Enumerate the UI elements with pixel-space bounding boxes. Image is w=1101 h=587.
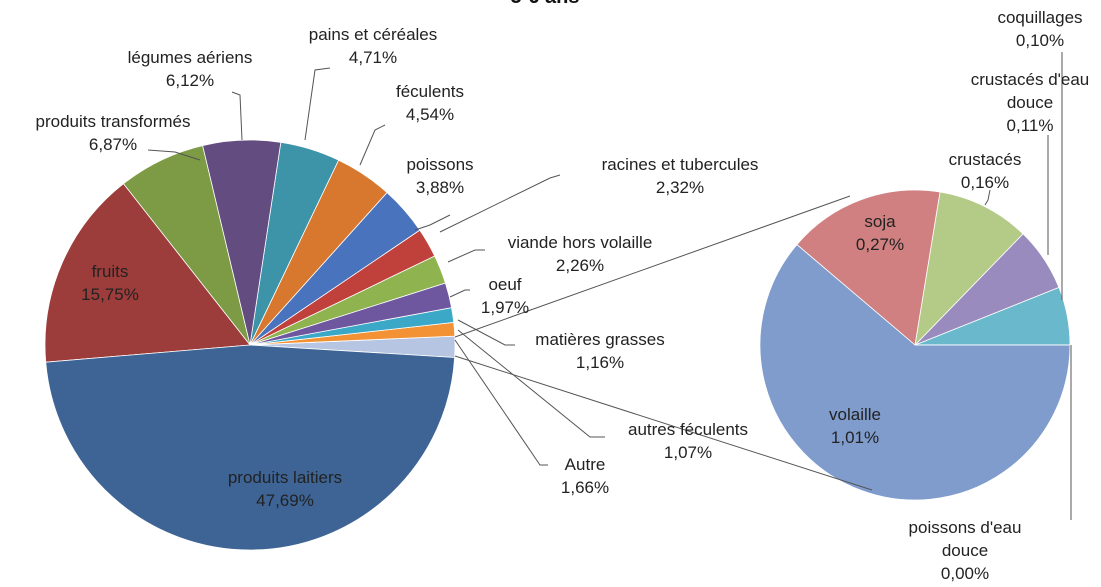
- category-label: fruits: [91, 262, 129, 281]
- data-label: soja 0,27%: [856, 210, 904, 256]
- connector-line: [454, 355, 873, 491]
- category-label: oeuf: [488, 275, 522, 294]
- category-label: volaille: [829, 405, 881, 424]
- data-label: crustacés 0,16%: [949, 148, 1022, 194]
- value-label: 0,11%: [1006, 116, 1054, 135]
- data-label: produits laitiers 47,69%: [228, 466, 342, 512]
- value-label: 15,75%: [81, 285, 139, 304]
- value-label: 6,12%: [165, 71, 215, 90]
- category-label: autres féculents: [627, 420, 749, 439]
- data-label: autres féculents 1,07%: [628, 418, 748, 464]
- category-label: féculents: [395, 82, 465, 101]
- value-label: 0,10%: [1015, 31, 1065, 50]
- data-label: poissons 3,88%: [406, 153, 473, 199]
- leader-line: [147, 149, 201, 161]
- pie-slice: [45, 344, 456, 551]
- data-label: viande hors volaille 2,26%: [508, 231, 653, 277]
- connector-line: [454, 195, 851, 338]
- value-label: 1,16%: [575, 353, 625, 372]
- leader-line: [231, 91, 243, 141]
- data-label: coquillages 0,10%: [997, 6, 1082, 52]
- category-label: crustacés: [948, 150, 1022, 169]
- value-label: 4,71%: [348, 48, 398, 67]
- pie-slice: [759, 244, 1071, 501]
- category-label: crustacés d'eau douce: [970, 70, 1090, 112]
- value-label: 47,69%: [256, 491, 314, 510]
- value-label: 1,97%: [480, 298, 530, 317]
- data-label: légumes aériens 6,12%: [128, 46, 253, 92]
- value-label: 4,54%: [405, 105, 455, 124]
- data-label: féculents 4,54%: [396, 80, 464, 126]
- category-label: produits laitiers: [227, 468, 343, 487]
- data-label: Autre 1,66%: [561, 453, 609, 499]
- category-label: poissons: [406, 155, 474, 174]
- value-label: 1,66%: [560, 478, 610, 497]
- data-label: crustacés d'eau douce 0,11%: [960, 68, 1100, 137]
- leader-line: [414, 214, 451, 231]
- category-label: poissons d'eau douce: [908, 518, 1022, 560]
- data-label: racines et tubercules 2,32%: [602, 153, 759, 199]
- category-label: coquillages: [997, 8, 1083, 27]
- category-label: pains et céréales: [308, 25, 438, 44]
- leader-line: [449, 289, 470, 298]
- leader-line: [984, 189, 991, 206]
- category-label: soja: [864, 212, 896, 231]
- value-label: 1,07%: [663, 443, 713, 462]
- leader-line: [454, 339, 548, 466]
- leader-lines: [147, 52, 1072, 520]
- data-label: volaille 1,01%: [829, 403, 881, 449]
- category-label: viande hors volaille: [507, 233, 653, 252]
- data-label: poissons d'eau douce 0,00%: [895, 516, 1035, 585]
- data-label: oeuf 1,97%: [481, 273, 529, 319]
- category-label: produits transformés: [35, 112, 191, 131]
- pie-slice: [44, 183, 251, 363]
- leader-line: [439, 174, 561, 233]
- leader-line: [304, 67, 331, 141]
- data-label: produits transformés 6,87%: [36, 110, 191, 156]
- data-label: fruits 15,75%: [81, 260, 139, 306]
- category-label: matières grasses: [535, 330, 665, 349]
- chart-title: 3-6 ans: [511, 0, 580, 9]
- category-label: racines et tubercules: [601, 155, 759, 174]
- pie-slice: [914, 191, 1024, 347]
- data-label: pains et céréales 4,71%: [309, 23, 438, 69]
- pie-slice: [796, 189, 941, 346]
- leader-line: [457, 319, 515, 346]
- value-label: 2,26%: [555, 256, 605, 275]
- leader-line: [457, 329, 605, 438]
- value-label: 2,32%: [655, 178, 705, 197]
- value-label: 0,27%: [855, 235, 905, 254]
- category-label: Autre: [564, 455, 606, 474]
- value-label: 0,16%: [960, 173, 1010, 192]
- value-label: 6,87%: [88, 135, 138, 154]
- category-label: légumes aériens: [127, 48, 253, 67]
- value-label: 0,00%: [940, 564, 990, 583]
- data-label: matières grasses 1,16%: [535, 328, 664, 374]
- value-label: 1,01%: [830, 428, 880, 447]
- value-label: 3,88%: [415, 178, 465, 197]
- leader-line: [359, 124, 386, 166]
- leader-line: [447, 249, 485, 263]
